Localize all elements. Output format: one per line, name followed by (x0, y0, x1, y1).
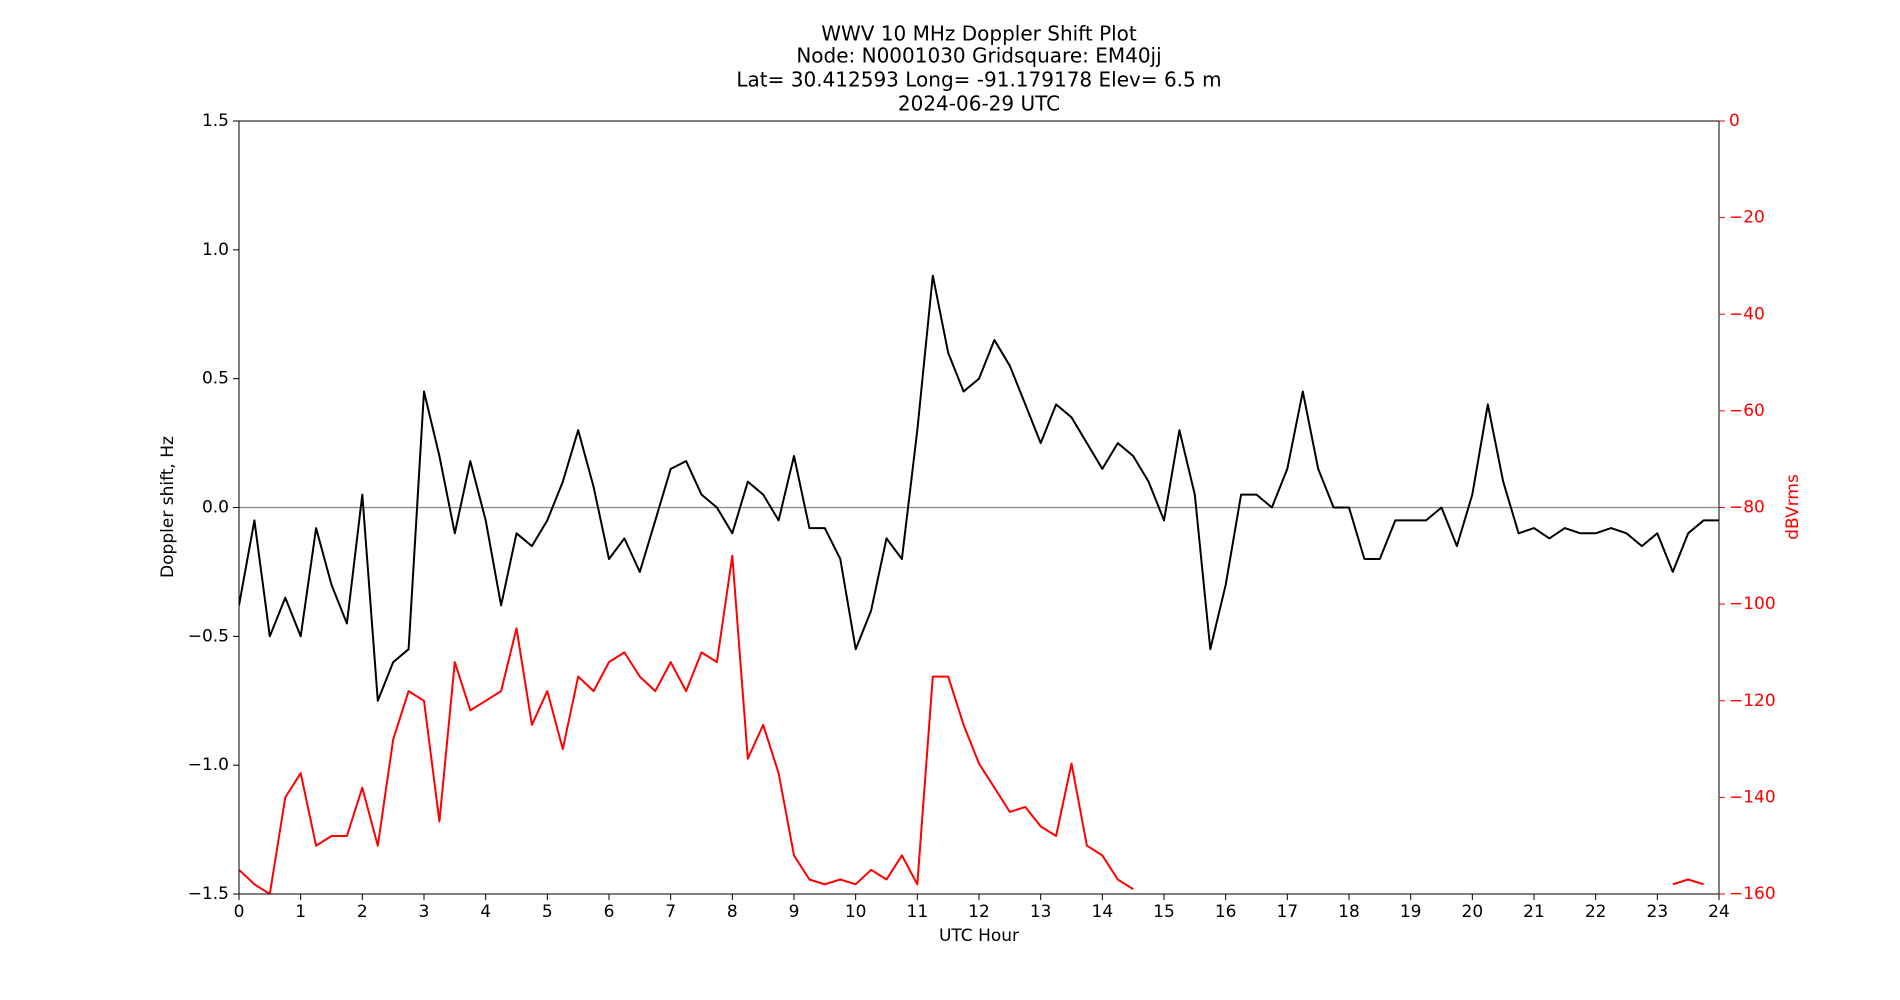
x-tick-label: 3 (419, 902, 430, 922)
y2-tick-label: −60 (1729, 401, 1765, 421)
y-tick-label: 1.5 (202, 111, 229, 131)
chart-title: 2024-06-29 UTC (898, 92, 1060, 116)
x-tick-label: 9 (789, 902, 800, 922)
x-tick-label: 21 (1523, 902, 1545, 922)
y2-tick-label: 0 (1729, 111, 1740, 131)
chart-title: WWV 10 MHz Doppler Shift Plot (821, 22, 1137, 46)
y-axis-label: Doppler shift, Hz (158, 436, 178, 578)
y-tick-label: 0.0 (202, 498, 229, 518)
x-tick-label: 15 (1153, 902, 1175, 922)
x-tick-label: 11 (907, 902, 929, 922)
x-tick-label: 8 (727, 902, 738, 922)
y2-tick-label: −120 (1729, 691, 1776, 711)
x-tick-label: 4 (480, 902, 491, 922)
x-tick-label: 12 (968, 902, 990, 922)
x-tick-label: 16 (1215, 902, 1237, 922)
x-tick-label: 5 (542, 902, 553, 922)
data-line (239, 274, 1719, 702)
x-tick-label: 20 (1462, 902, 1484, 922)
y2-axis-label: dBVrms (1783, 474, 1803, 540)
y-tick-label: 1.0 (202, 240, 229, 260)
y2-tick-label: −100 (1729, 594, 1776, 614)
x-tick-label: 18 (1338, 902, 1360, 922)
x-tick-label: 7 (665, 902, 676, 922)
x-tick-label: 1 (295, 902, 306, 922)
chart-title: Lat= 30.412593 Long= -91.179178 Elev= 6.… (736, 68, 1221, 92)
x-tick-label: 0 (234, 902, 245, 922)
y-tick-label: −1.0 (188, 755, 229, 775)
x-tick-label: 6 (604, 902, 615, 922)
x-tick-label: 17 (1277, 902, 1299, 922)
y2-tick-label: −20 (1729, 208, 1765, 228)
x-tick-label: 2 (357, 902, 368, 922)
y-tick-label: −1.5 (188, 884, 229, 904)
x-tick-label: 24 (1708, 902, 1730, 922)
y2-tick-label: −140 (1729, 787, 1776, 807)
y2-tick-label: −80 (1729, 498, 1765, 518)
y-tick-label: −0.5 (188, 626, 229, 646)
y-tick-label: 0.5 (202, 369, 229, 389)
x-tick-label: 22 (1585, 902, 1607, 922)
x-tick-label: 13 (1030, 902, 1052, 922)
chart-title: Node: N0001030 Gridsquare: EM40jj (796, 44, 1161, 68)
x-tick-label: 19 (1400, 902, 1422, 922)
data-line (239, 554, 1704, 894)
x-axis-label: UTC Hour (939, 926, 1019, 946)
y2-tick-label: −40 (1729, 304, 1765, 324)
y2-tick-label: −160 (1729, 884, 1776, 904)
x-tick-label: 10 (845, 902, 867, 922)
x-tick-label: 14 (1092, 902, 1114, 922)
x-tick-label: 23 (1647, 902, 1669, 922)
